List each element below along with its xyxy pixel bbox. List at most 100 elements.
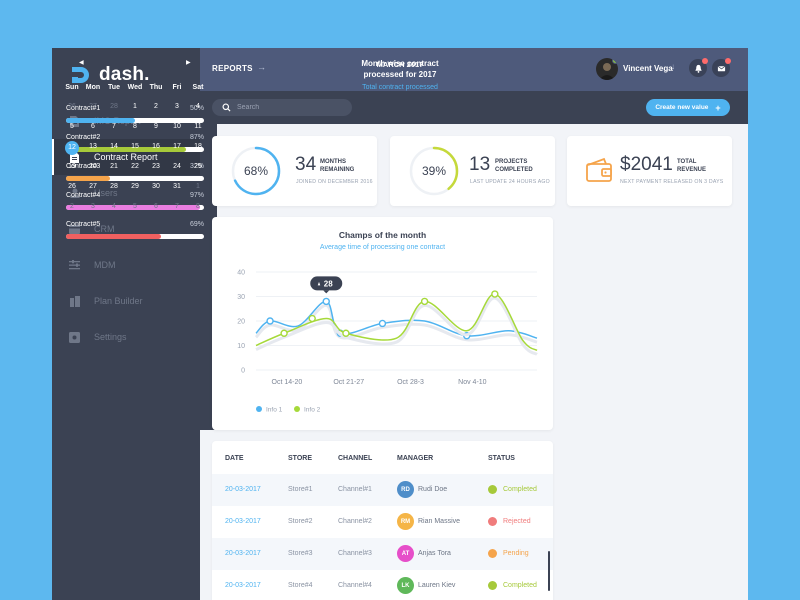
cell-store: Store#1: [288, 486, 313, 493]
sidebar-item-label: Plan Builder: [94, 296, 143, 306]
calendar-day[interactable]: 25: [194, 163, 202, 170]
calendar-day[interactable]: 13: [89, 143, 97, 150]
column-header-channel[interactable]: CHANNEL: [338, 455, 373, 462]
calendar-day[interactable]: 14: [110, 143, 118, 150]
calendar-day[interactable]: 22: [131, 163, 139, 170]
legend-label[interactable]: Info 1: [266, 407, 283, 414]
calendar-day[interactable]: 27: [89, 183, 97, 190]
cell-date[interactable]: 20-03-2017: [225, 550, 261, 557]
legend-label[interactable]: Info 2: [304, 407, 321, 414]
table-row[interactable]: 20-03-2017 Store#4 Channel#4 LK Lauren Kiev C…: [212, 570, 553, 600]
calendar-day[interactable]: 23: [152, 163, 160, 170]
calendar-day[interactable]: 21: [110, 163, 118, 170]
calendar-day[interactable]: 7: [112, 123, 116, 130]
cell-manager: Anjas Tora: [418, 550, 451, 557]
column-header-status[interactable]: STATUS: [488, 455, 515, 462]
calendar-day[interactable]: 6: [154, 203, 158, 210]
calendar-day[interactable]: 26: [68, 103, 76, 110]
calendar-day[interactable]: 17: [173, 143, 181, 150]
notifications-button[interactable]: [689, 58, 708, 77]
calendar-day[interactable]: 7: [175, 203, 179, 210]
table-row[interactable]: 20-03-2017 Store#1 Channel#1 RD Rudi Doe Comp…: [212, 474, 553, 506]
create-new-value-button[interactable]: Create new value +: [646, 99, 730, 116]
table-row[interactable]: 20-03-2017 Store#3 Channel#3 AT Anjas Tora Pe…: [212, 538, 553, 570]
series-line-info-2[interactable]: [255, 293, 538, 352]
calendar-day[interactable]: 9: [154, 123, 158, 130]
calendar-day[interactable]: 5: [133, 203, 137, 210]
messages-button[interactable]: [712, 58, 731, 77]
calendar-day[interactable]: 8: [196, 203, 200, 210]
calendar-next-icon[interactable]: ▶: [186, 60, 191, 66]
table-scrollbar[interactable]: [548, 551, 550, 591]
sidebar-item-settings[interactable]: Settings: [52, 319, 200, 355]
calendar-day[interactable]: 31: [173, 183, 181, 190]
data-point[interactable]: [420, 297, 429, 306]
column-header-date[interactable]: DATE: [225, 455, 244, 462]
calendar-day[interactable]: 20: [89, 163, 97, 170]
data-point[interactable]: [308, 314, 316, 323]
calendar-day[interactable]: 1: [196, 183, 200, 190]
calendar-day[interactable]: 6: [91, 123, 95, 130]
ring-value: 39%: [421, 164, 447, 178]
data-point[interactable]: [342, 329, 350, 337]
user-name[interactable]: Vincent Vega: [623, 64, 673, 73]
chart-card: Champs of the month Average time of proc…: [212, 217, 553, 430]
contract-name: Contract#3: [66, 163, 101, 170]
calendar-day[interactable]: 1: [133, 103, 137, 110]
cell-date[interactable]: 20-03-2017: [225, 582, 261, 589]
calendar-day[interactable]: 2: [154, 103, 158, 110]
calendar-day[interactable]: 18: [194, 143, 202, 150]
table-row[interactable]: 20-03-2017 Store#2 Channel#2 RM Rian Massive…: [212, 506, 553, 538]
calendar-day[interactable]: 5: [70, 123, 74, 130]
calendar-day[interactable]: 11: [194, 123, 202, 130]
calendar-day-selected[interactable]: 12: [65, 141, 79, 155]
calendar-day[interactable]: 30: [152, 183, 160, 190]
sidebar-item-crm[interactable]: CRM: [52, 211, 200, 247]
progress-fill: [66, 205, 200, 210]
column-header-store[interactable]: STORE: [288, 455, 312, 462]
logo[interactable]: dash.: [70, 62, 150, 88]
calendar-day[interactable]: 16: [152, 143, 160, 150]
calendar-day[interactable]: 8: [133, 123, 137, 130]
user-avatar[interactable]: [596, 58, 618, 80]
calendar-day[interactable]: 3: [175, 103, 179, 110]
calendar-day[interactable]: 29: [131, 183, 139, 190]
calendar-day[interactable]: 3: [91, 203, 95, 210]
status-dot: [488, 549, 497, 558]
cell-date[interactable]: 20-03-2017: [225, 486, 261, 493]
calendar-day[interactable]: 2: [70, 203, 74, 210]
data-point[interactable]: [280, 329, 288, 337]
calendar-day[interactable]: 28: [110, 103, 118, 110]
sidebar-item-mdm[interactable]: MDM: [52, 247, 200, 283]
data-point[interactable]: [266, 317, 274, 325]
status-badge: Completed: [503, 582, 537, 589]
calendar-day[interactable]: 15: [131, 143, 139, 150]
line-chart[interactable]: 0 10 20 30 40 Oct 14-20 Oct 21-27 Oct 28-3 Nov 4…: [212, 217, 553, 430]
data-point[interactable]: [491, 290, 499, 298]
calendar-day[interactable]: 26: [68, 183, 76, 190]
calendar-day[interactable]: 24: [173, 163, 181, 170]
sidebar-item-label: Settings: [94, 332, 127, 342]
data-point[interactable]: [378, 319, 387, 328]
sub-bar: Create new value +: [200, 91, 748, 124]
calendar-prev-icon[interactable]: ◀: [79, 60, 84, 66]
series-line-info-1[interactable]: [255, 300, 538, 339]
search-box[interactable]: [212, 99, 352, 116]
calendar-day[interactable]: 4: [112, 203, 116, 210]
sidebar-item-users[interactable]: Users: [52, 175, 200, 211]
search-input[interactable]: [237, 104, 337, 111]
sidebar: dash. IMO ReportContract ReportUsersCRMM…: [52, 48, 200, 600]
calendar-day[interactable]: 28: [110, 183, 118, 190]
sidebar-item-plan-builder[interactable]: Plan Builder: [52, 283, 200, 319]
column-header-manager[interactable]: MANAGER: [397, 455, 434, 462]
progress-track: [66, 205, 204, 210]
calendar-weekday: Sat: [192, 84, 204, 91]
calendar-day[interactable]: 19: [68, 163, 76, 170]
calendar-day[interactable]: 27: [89, 103, 97, 110]
data-point[interactable]: [322, 297, 330, 306]
chevron-down-icon[interactable]: ↓: [671, 62, 675, 71]
x-tick-label: Nov 4-10: [458, 379, 487, 386]
calendar-day[interactable]: 4: [196, 103, 200, 110]
calendar-day[interactable]: 10: [173, 123, 181, 130]
cell-date[interactable]: 20-03-2017: [225, 518, 261, 525]
